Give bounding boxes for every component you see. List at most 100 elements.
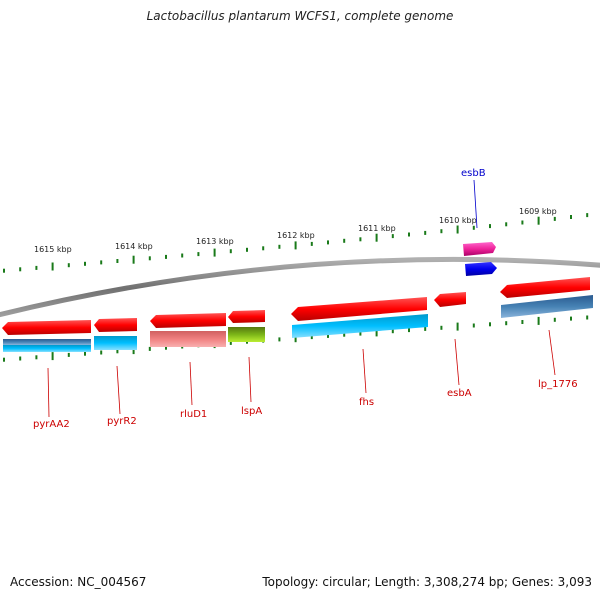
reverse-gene-lp_1776[interactable] xyxy=(500,277,593,318)
gene-arrow-fhs[interactable] xyxy=(291,297,427,321)
cog-bar-fhs-cyan[interactable] xyxy=(292,314,428,338)
cog-bar-pyrAA2-steel[interactable] xyxy=(3,339,91,345)
kbp-label-1610: 1610 kbp xyxy=(439,216,477,225)
inner-ring-major-tick xyxy=(294,334,297,343)
outer-ring-minor-tick xyxy=(440,229,443,234)
gene-label-rluD1[interactable]: rluD1 xyxy=(180,409,207,420)
outer-ring-major-tick xyxy=(456,225,459,234)
inner-ring-minor-tick xyxy=(327,333,329,338)
cog-arrow-esbB[interactable] xyxy=(465,262,497,276)
inner-ring-minor-tick xyxy=(35,355,38,360)
gene-label-lspA[interactable]: lspA xyxy=(241,406,262,417)
inner-ring-minor-tick xyxy=(116,349,119,354)
outer-ring-major-tick xyxy=(537,216,540,225)
kbp-label-1612: 1612 kbp xyxy=(277,231,315,240)
outer-ring-minor-tick xyxy=(343,238,346,243)
outer-ring-minor-tick xyxy=(229,249,232,254)
inner-ring-minor-tick xyxy=(359,331,362,336)
inner-ring-minor-tick xyxy=(472,323,475,328)
inner-ring-minor-tick xyxy=(570,316,572,321)
inner-ring-minor-tick xyxy=(84,351,86,356)
outer-ring-minor-tick xyxy=(408,232,410,237)
gene-label-esbA[interactable]: esbA xyxy=(447,388,472,399)
reverse-gene-pyrAA2[interactable] xyxy=(2,320,91,352)
inner-ring-minor-tick xyxy=(67,352,70,357)
inner-ring-major-tick xyxy=(537,316,540,325)
inner-ring-minor-tick xyxy=(424,326,427,331)
outer-ring-major-tick xyxy=(132,255,135,264)
gene-arrow-pyrAA2[interactable] xyxy=(2,320,91,335)
outer-ring-minor-tick xyxy=(262,246,265,251)
leader-line-lspA xyxy=(248,356,252,403)
leader-line-esbB xyxy=(473,179,478,229)
cog-bar-pyrAA2-cyan[interactable] xyxy=(3,345,91,352)
gene-arrow-esbA[interactable] xyxy=(434,292,466,307)
outer-ring-minor-tick xyxy=(67,263,70,268)
outer-ring-minor-tick xyxy=(391,234,394,239)
gene-label-pyrR2[interactable]: pyrR2 xyxy=(107,416,137,427)
gene-arrow-rluD1[interactable] xyxy=(150,313,226,328)
inner-ring-minor-tick xyxy=(19,356,22,361)
inner-ring-minor-tick xyxy=(3,357,5,362)
outer-ring-minor-tick xyxy=(586,213,589,218)
cog-bar-lp_1776-steel[interactable] xyxy=(501,295,593,318)
outer-ring-minor-tick xyxy=(553,216,556,221)
gene-label-pyrAA2[interactable]: pyrAA2 xyxy=(33,419,70,430)
inner-ring-minor-tick xyxy=(408,328,410,333)
outer-ring-minor-tick xyxy=(197,252,200,257)
inner-ring-minor-tick xyxy=(505,321,508,326)
leader-line-pyrR2 xyxy=(116,365,121,415)
gene-arrow-lp_1776[interactable] xyxy=(500,277,590,298)
outer-tick-ring xyxy=(3,213,589,273)
gene-arrow-pyrR2[interactable] xyxy=(94,318,137,332)
outer-ring-minor-tick xyxy=(359,237,362,242)
inner-ring-minor-tick xyxy=(278,337,281,342)
outer-ring-minor-tick xyxy=(278,244,281,249)
inner-ring-minor-tick xyxy=(553,317,556,322)
outer-ring-minor-tick xyxy=(116,259,119,263)
leader-line-esbA xyxy=(454,338,460,386)
outer-ring-minor-tick xyxy=(570,215,572,219)
genome-backbone xyxy=(0,256,600,318)
inner-ring-minor-tick xyxy=(100,350,103,355)
inner-ring-major-tick xyxy=(51,352,54,361)
outer-ring-minor-tick xyxy=(100,260,103,265)
reverse-gene-pyrR2[interactable] xyxy=(94,318,137,350)
inner-ring-major-tick xyxy=(132,346,135,355)
leader-line-pyrAA2 xyxy=(47,367,50,418)
reverse-leader-lines xyxy=(47,329,556,418)
cog-bar-pyrR2-cyan[interactable] xyxy=(94,336,137,350)
reverse-gene-esbA[interactable] xyxy=(434,292,466,307)
inner-ring-minor-tick xyxy=(391,329,394,334)
inner-ring-minor-tick xyxy=(229,340,232,345)
gene-arrow-esbB[interactable] xyxy=(463,242,496,256)
reverse-gene-fhs[interactable] xyxy=(291,297,428,338)
gene-label-esbB[interactable]: esbB xyxy=(461,168,486,179)
cog-bar-rluD1-salmon[interactable] xyxy=(150,331,226,347)
kbp-label-1614: 1614 kbp xyxy=(115,242,153,251)
inner-ring-minor-tick xyxy=(343,332,346,337)
inner-ring-minor-tick xyxy=(148,346,151,351)
inner-ring-major-tick xyxy=(375,328,378,337)
gene-label-lp_1776[interactable]: lp_1776 xyxy=(538,379,578,390)
kbp-label-1613: 1613 kbp xyxy=(196,237,234,246)
outer-ring-minor-tick xyxy=(3,268,5,273)
inner-ring-major-tick xyxy=(456,322,459,331)
genome-summary-text: Topology: circular; Length: 3,308,274 bp… xyxy=(262,575,592,589)
reverse-gene-lspA[interactable] xyxy=(228,310,265,342)
forward-gene-esbB[interactable] xyxy=(463,242,497,276)
gene-arrow-lspA[interactable] xyxy=(228,310,265,323)
outer-ring-minor-tick xyxy=(35,265,38,270)
cog-bar-lspA-olive[interactable] xyxy=(228,327,265,342)
inner-ring-minor-tick xyxy=(165,345,167,350)
outer-ring-minor-tick xyxy=(148,256,151,261)
outer-ring-minor-tick xyxy=(19,267,22,272)
reverse-gene-rluD1[interactable] xyxy=(150,313,226,347)
outer-ring-minor-tick xyxy=(521,220,524,225)
leader-line-lp_1776 xyxy=(548,329,556,376)
outer-ring-minor-tick xyxy=(246,247,248,252)
accession-text: Accession: NC_004567 xyxy=(10,575,147,589)
kbp-label-1609: 1609 kbp xyxy=(519,207,557,216)
gene-label-fhs[interactable]: fhs xyxy=(359,397,374,408)
